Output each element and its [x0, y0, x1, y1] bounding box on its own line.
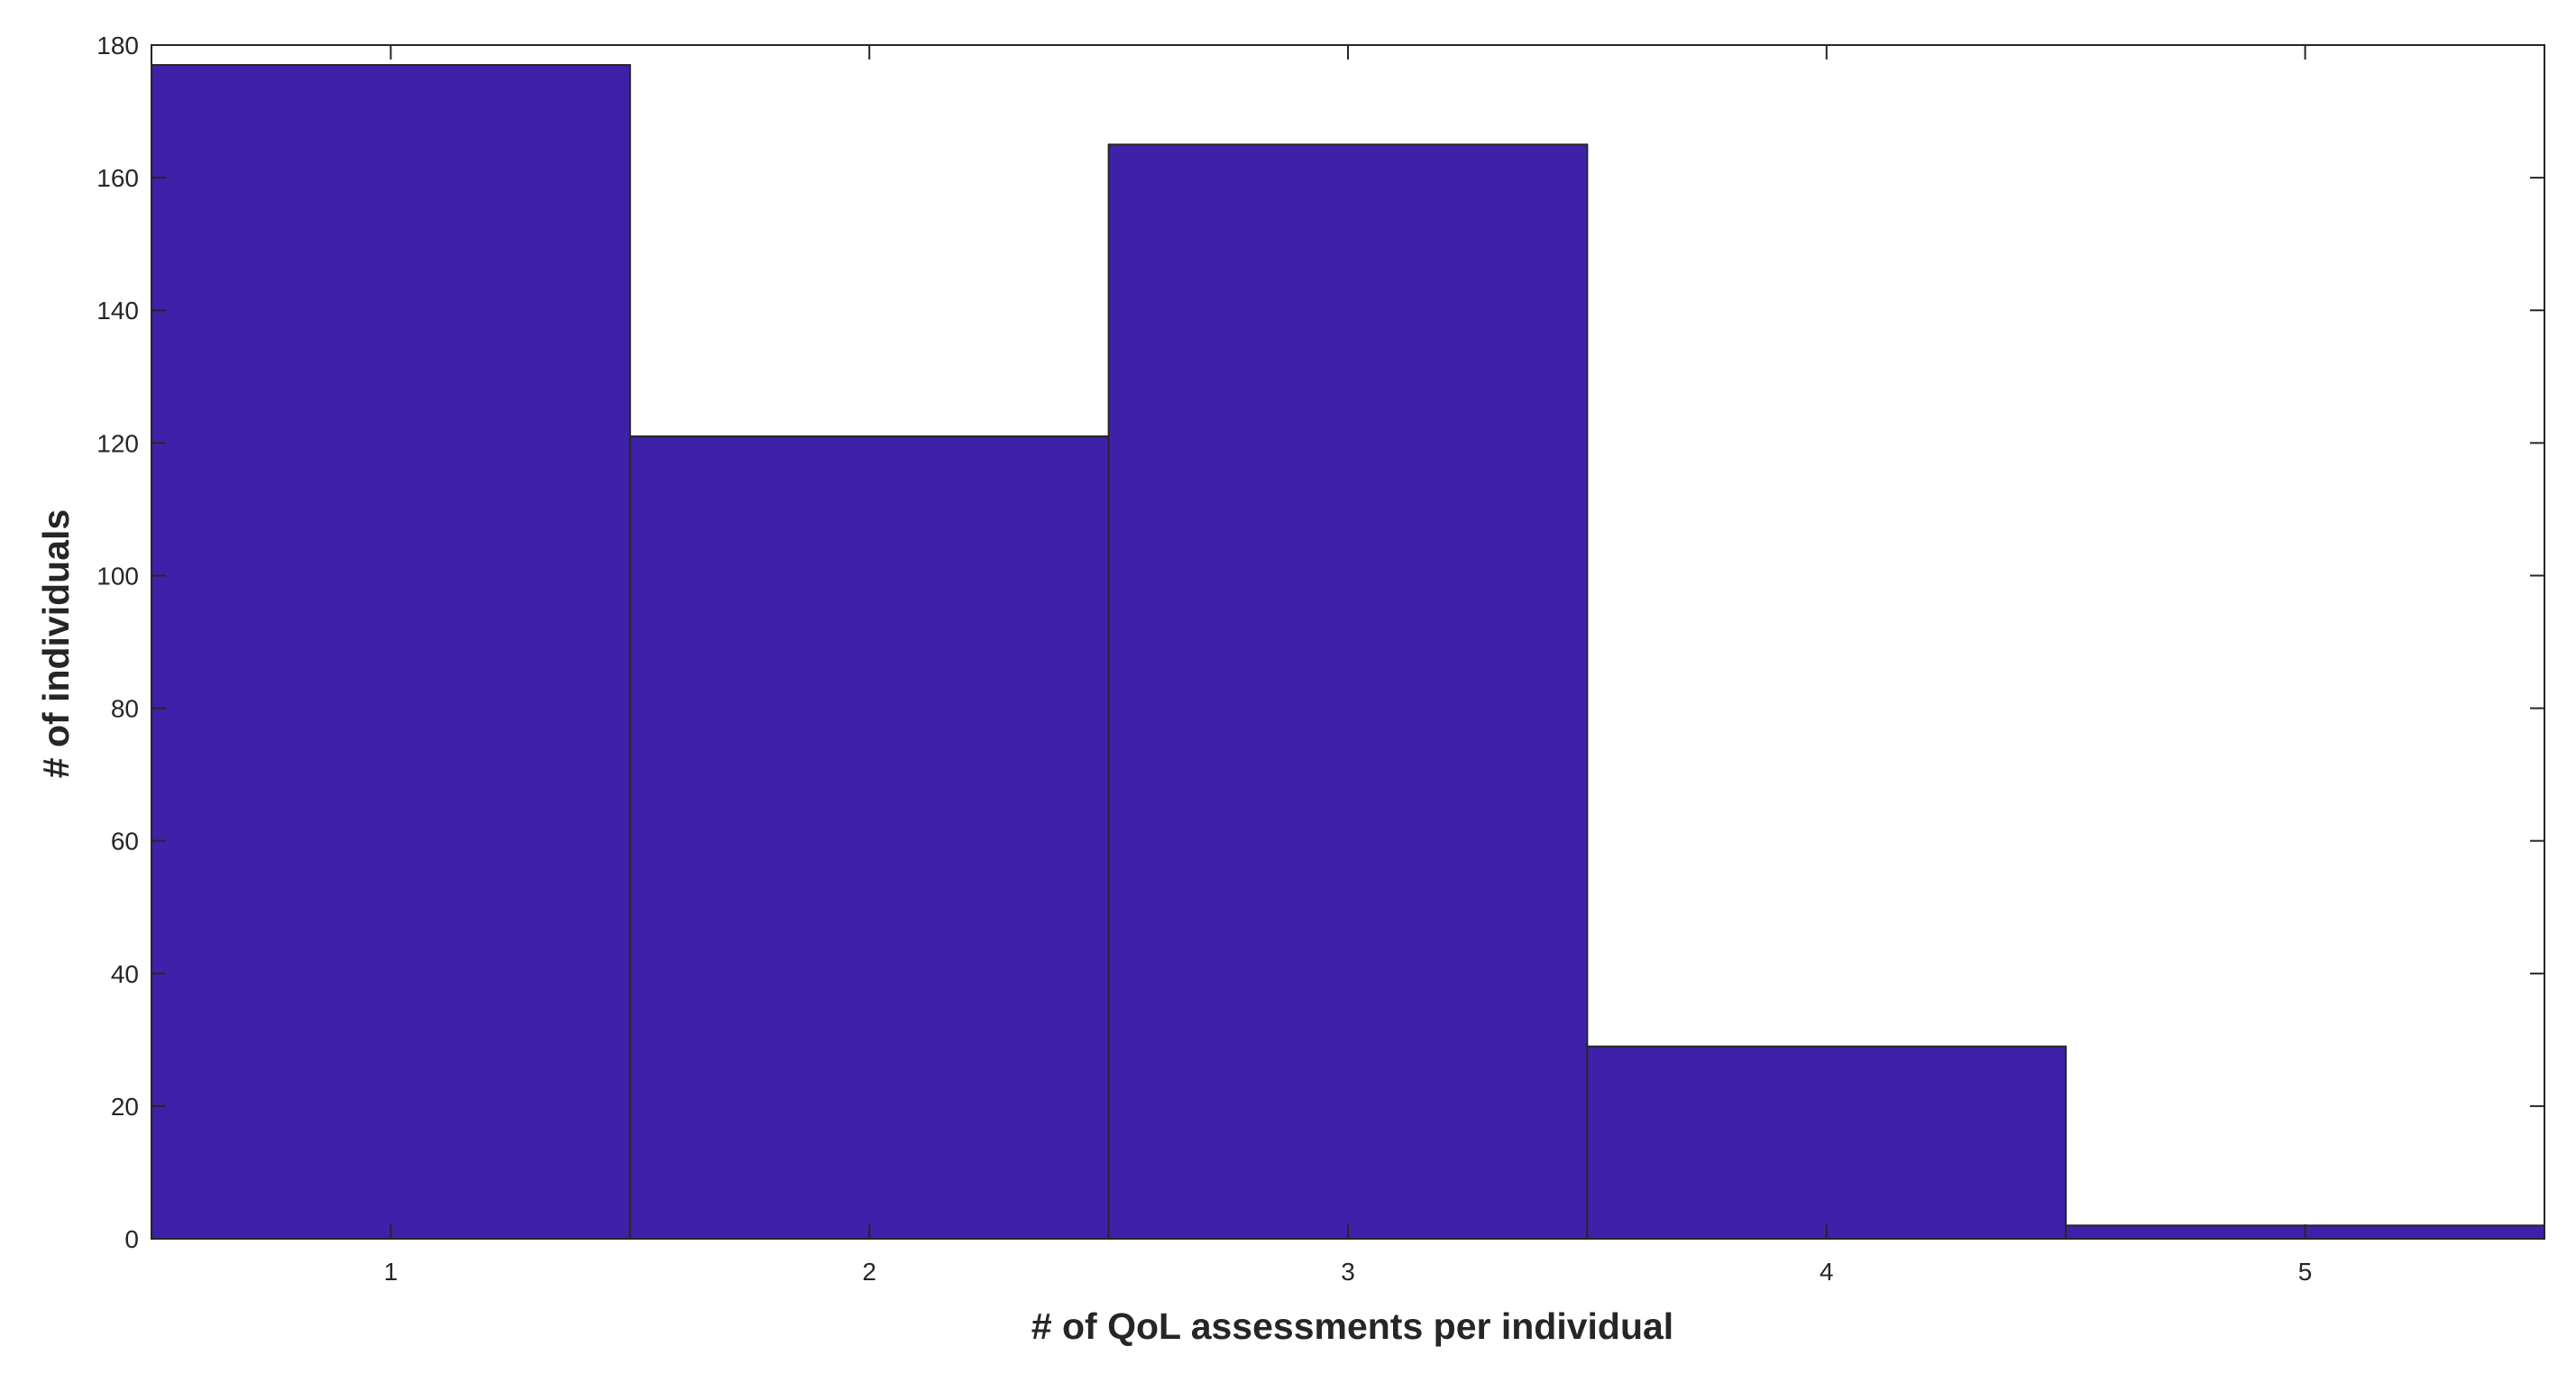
y-tick-label: 60: [111, 828, 139, 856]
x-tick-label: 1: [384, 1258, 399, 1286]
y-tick-label: 20: [111, 1093, 139, 1121]
y-axis-label: # of individuals: [35, 509, 77, 778]
bar-4: [1586, 1045, 2067, 1240]
y-tick-label: 180: [96, 32, 139, 60]
y-tick-label: 80: [111, 695, 139, 723]
x-axis-label: # of QoL assessments per individual: [1031, 1305, 1673, 1347]
bars-group: [151, 64, 2545, 1241]
bar-3: [1107, 143, 1589, 1240]
y-tick-label: 40: [111, 960, 139, 988]
y-tick-label: 120: [96, 429, 139, 457]
bar-1: [151, 64, 631, 1241]
x-tick-label: 3: [1341, 1258, 1355, 1286]
y-tick-label: 160: [96, 164, 139, 192]
x-tick-label: 2: [862, 1258, 876, 1286]
y-tick-label: 0: [124, 1225, 139, 1253]
y-tick-label: 100: [96, 562, 139, 590]
x-tick-label: 5: [2298, 1258, 2313, 1286]
x-tick-label: 4: [1820, 1258, 1834, 1286]
ticks-group: 0 20 40 60 80 100 120 140 160 180 1 2 3 4 5: [96, 32, 2544, 1286]
y-tick-label: 140: [96, 297, 139, 325]
bar-2: [628, 435, 1110, 1240]
